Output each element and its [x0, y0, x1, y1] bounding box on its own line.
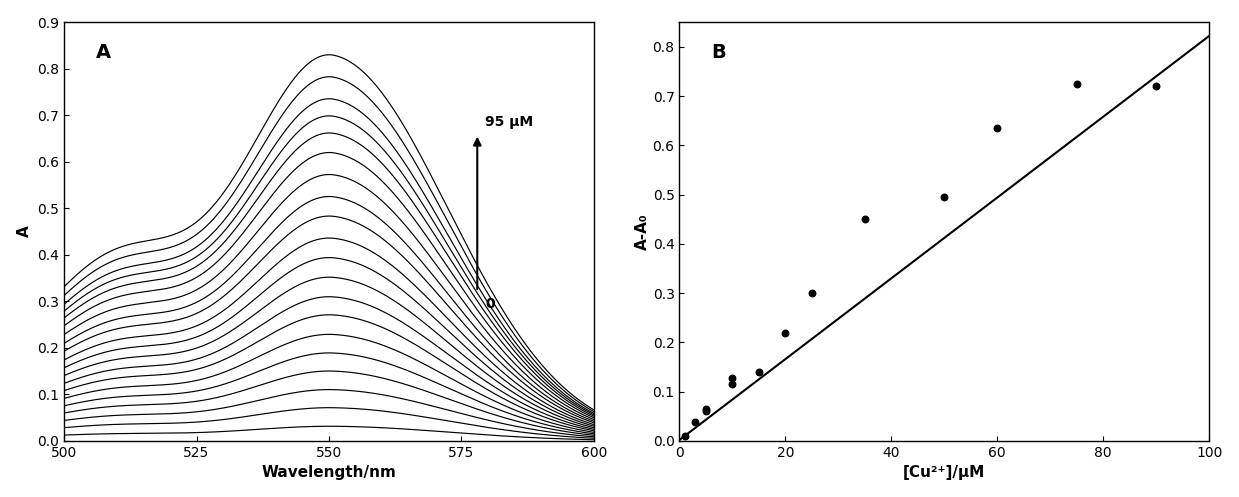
Point	[1146, 82, 1166, 90]
Text: 95 μM: 95 μM	[486, 115, 533, 129]
Point	[776, 329, 795, 336]
Point	[685, 418, 705, 426]
Point	[802, 289, 821, 297]
Y-axis label: A: A	[16, 226, 32, 238]
Point	[696, 405, 716, 413]
Point	[934, 193, 954, 201]
Point	[987, 124, 1007, 132]
Text: A: A	[95, 43, 112, 62]
Point	[675, 432, 695, 440]
Point	[748, 368, 768, 376]
X-axis label: Wavelength/nm: Wavelength/nm	[261, 465, 396, 480]
Point	[855, 215, 875, 223]
X-axis label: [Cu²⁺]/μM: [Cu²⁺]/μM	[903, 465, 985, 480]
Point	[722, 380, 742, 388]
Text: 0: 0	[486, 297, 494, 311]
Point	[722, 374, 742, 382]
Point	[696, 408, 716, 415]
Text: B: B	[711, 43, 726, 62]
Y-axis label: A-A₀: A-A₀	[634, 213, 649, 250]
Point	[1067, 80, 1087, 88]
